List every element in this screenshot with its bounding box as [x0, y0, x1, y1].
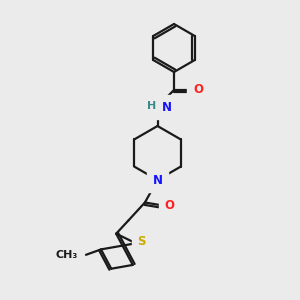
- Text: O: O: [164, 199, 175, 212]
- Text: N: N: [162, 100, 172, 114]
- Text: S: S: [138, 235, 146, 248]
- Text: O: O: [193, 83, 203, 97]
- Text: N: N: [152, 173, 163, 187]
- Text: H: H: [147, 101, 156, 111]
- Text: CH₃: CH₃: [56, 250, 78, 260]
